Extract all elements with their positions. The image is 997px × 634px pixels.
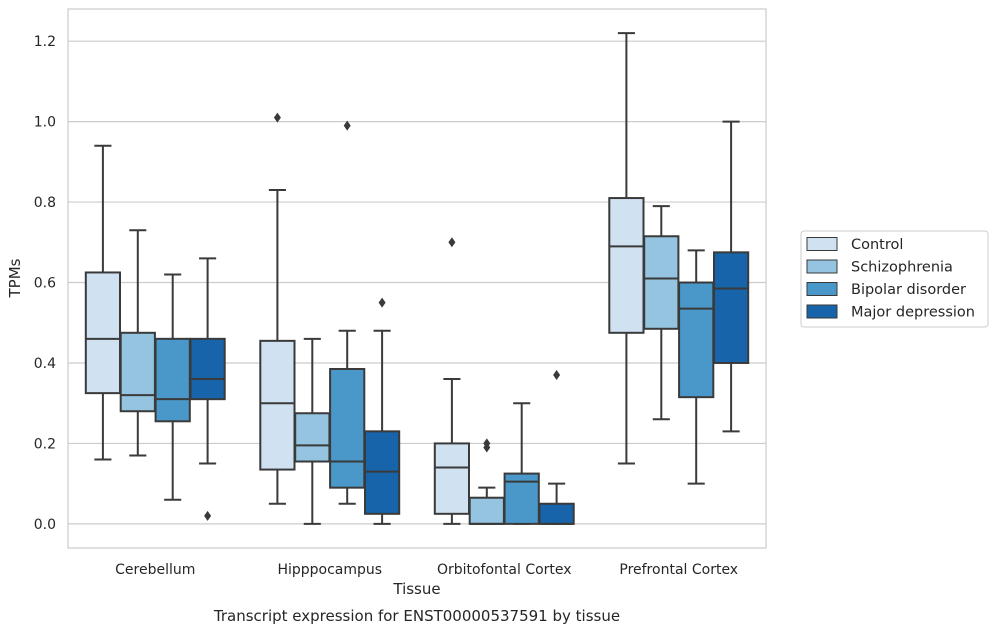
outlier-point — [448, 237, 456, 248]
box-body — [363, 430, 401, 515]
box-0-3 — [189, 257, 226, 521]
plot-frame — [67, 8, 767, 549]
box-2-2 — [503, 402, 540, 525]
plot-boxes — [84, 32, 750, 525]
legend-swatch — [806, 259, 838, 274]
y-tick-label: 0.4 — [34, 356, 56, 372]
box-0-0 — [84, 144, 122, 461]
box-0-1 — [119, 229, 156, 457]
box-body — [608, 197, 645, 334]
box-body — [433, 442, 471, 515]
box-body — [84, 271, 122, 395]
legend-swatch — [806, 237, 838, 251]
legend-label: Control — [851, 237, 903, 253]
y-axis-label: TPMs — [6, 258, 24, 298]
x-tick-label: Prefrontal Cortex — [619, 562, 738, 578]
box-1-1 — [294, 337, 331, 525]
box-1-2 — [329, 120, 366, 505]
box-2-0 — [433, 237, 471, 525]
legend: Control Schizophrenia Bipolar disorder Majo… — [800, 230, 989, 328]
legend-frame — [800, 230, 989, 328]
y-tick-label: 0.0 — [34, 517, 56, 533]
box-body — [154, 337, 191, 423]
box-3-3 — [712, 120, 750, 433]
y-tick-label: 1.2 — [34, 34, 56, 50]
box-body — [294, 412, 331, 463]
box-1-3 — [363, 297, 401, 525]
x-axis-label: Tissue — [392, 580, 440, 598]
x-tick-label: Hipppocampus — [277, 562, 382, 578]
box-3-0 — [608, 32, 645, 465]
chart-caption: Transcript expression for ENST0000053759… — [213, 607, 620, 625]
box-body — [259, 339, 296, 471]
x-tick-labels: Cerebellum Hipppocampus Orbitofontal Corte… — [115, 562, 738, 578]
x-tick-label: Cerebellum — [115, 562, 195, 578]
box-2-3 — [538, 370, 575, 525]
box-body — [538, 502, 575, 525]
box-0-2 — [154, 273, 191, 501]
outlier-point — [378, 297, 386, 308]
legend-label: Schizophrenia — [851, 260, 953, 276]
box-3-1 — [643, 205, 680, 421]
outlier-point — [553, 370, 561, 381]
y-tick-label: 0.2 — [34, 436, 56, 452]
x-tick-label: Orbitofontal Cortex — [437, 562, 572, 578]
box-3-2 — [678, 249, 715, 485]
box-body — [468, 496, 505, 525]
outlier-point — [483, 438, 491, 449]
outlier-point — [204, 510, 212, 521]
box-body — [678, 281, 715, 399]
legend-swatch — [806, 304, 838, 319]
legend-swatch — [806, 282, 838, 296]
box-body — [329, 368, 366, 489]
box-body — [643, 235, 680, 330]
box-body — [712, 251, 750, 364]
box-body — [119, 331, 156, 413]
y-tick-labels: 0.0 0.2 0.4 0.6 0.8 1.0 1.2 — [34, 34, 56, 533]
box-body — [189, 337, 226, 401]
legend-label: Major depression — [851, 305, 975, 321]
outlier-point — [343, 120, 351, 131]
legend-label: Bipolar disorder — [851, 282, 966, 298]
y-tick-label: 0.8 — [34, 195, 56, 211]
box-2-1 — [468, 438, 505, 525]
y-tick-label: 1.0 — [34, 115, 56, 131]
box-1-0 — [259, 112, 296, 505]
outlier-point — [273, 112, 281, 123]
y-tick-label: 0.6 — [34, 276, 56, 292]
